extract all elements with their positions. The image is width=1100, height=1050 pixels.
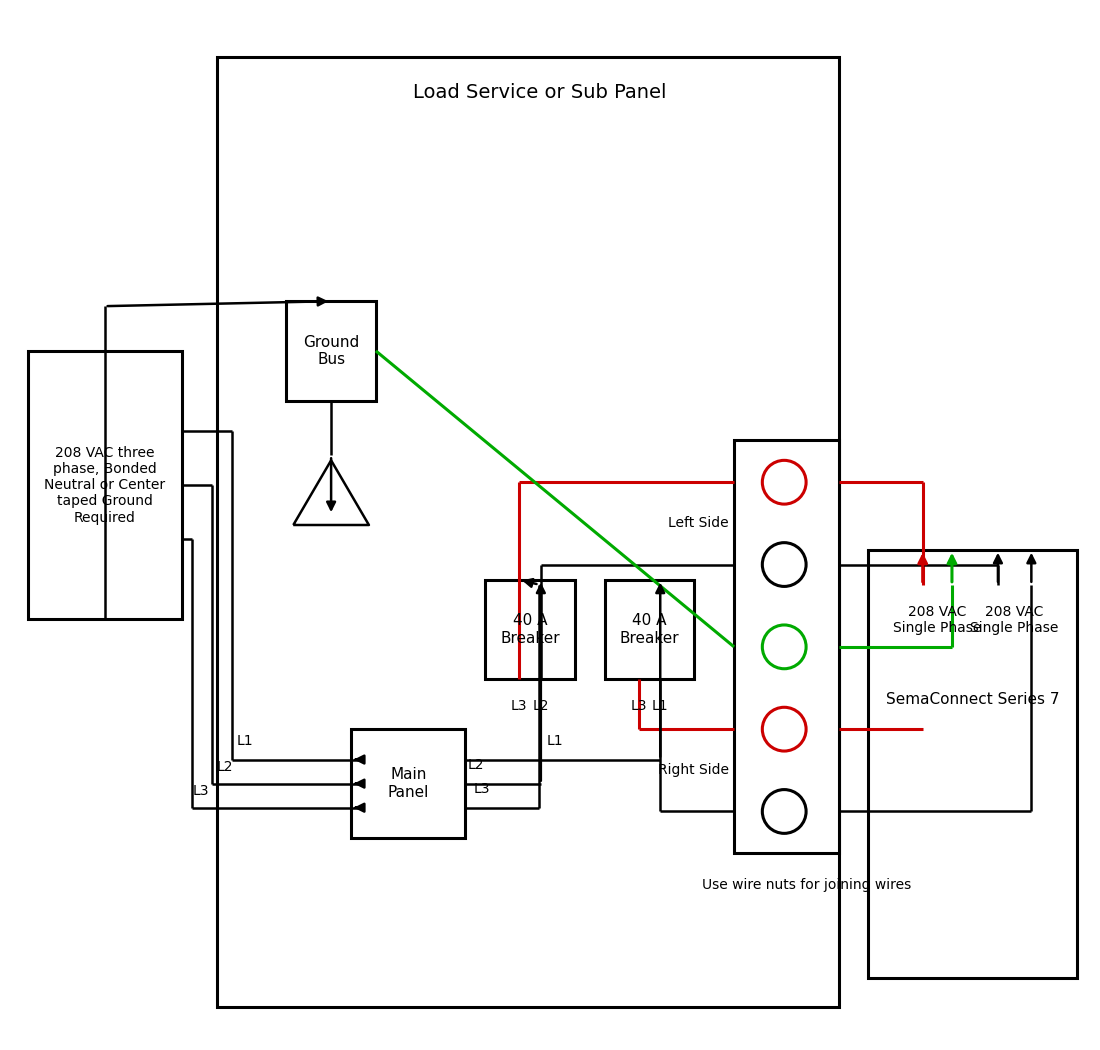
Circle shape <box>762 543 806 586</box>
Text: SemaConnect Series 7: SemaConnect Series 7 <box>887 692 1059 707</box>
Text: L2: L2 <box>468 758 484 772</box>
Text: L2: L2 <box>217 760 233 774</box>
Bar <box>734 440 838 854</box>
Text: L1: L1 <box>547 734 563 748</box>
Bar <box>217 58 838 1007</box>
Bar <box>485 580 575 679</box>
Text: Ground
Bus: Ground Bus <box>302 335 360 367</box>
Bar <box>351 729 465 838</box>
Bar <box>868 550 1077 978</box>
Text: 208 VAC
Single Phase: 208 VAC Single Phase <box>970 605 1059 635</box>
Bar <box>605 580 694 679</box>
Text: 208 VAC
Single Phase: 208 VAC Single Phase <box>893 605 981 635</box>
Text: Use wire nuts for joining wires: Use wire nuts for joining wires <box>702 878 911 892</box>
Bar <box>28 351 182 620</box>
Circle shape <box>762 460 806 504</box>
Text: 40 A
Breaker: 40 A Breaker <box>500 613 560 646</box>
Circle shape <box>762 625 806 669</box>
Text: L3: L3 <box>473 782 490 796</box>
Circle shape <box>762 790 806 834</box>
Text: 40 A
Breaker: 40 A Breaker <box>619 613 680 646</box>
Text: L1: L1 <box>236 734 253 748</box>
Text: Main
Panel: Main Panel <box>387 768 429 800</box>
Text: L3: L3 <box>630 699 647 713</box>
Text: Load Service or Sub Panel: Load Service or Sub Panel <box>414 83 667 102</box>
Circle shape <box>762 708 806 751</box>
Text: L3: L3 <box>512 699 528 713</box>
Text: L2: L2 <box>532 699 549 713</box>
Text: L3: L3 <box>192 783 209 798</box>
Bar <box>286 301 376 401</box>
Text: Left Side: Left Side <box>669 517 729 530</box>
Text: 208 VAC three
phase, Bonded
Neutral or Center
taped Ground
Required: 208 VAC three phase, Bonded Neutral or C… <box>44 446 165 525</box>
Text: Right Side: Right Side <box>658 763 729 777</box>
Text: L1: L1 <box>652 699 669 713</box>
